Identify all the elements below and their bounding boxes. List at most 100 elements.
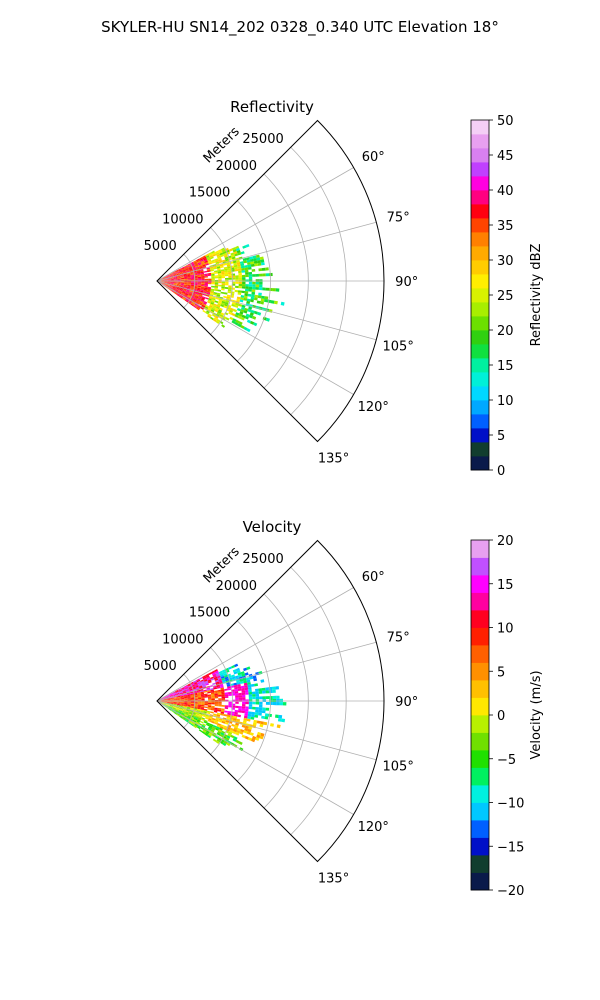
data-cell bbox=[163, 702, 167, 704]
data-cell bbox=[194, 703, 198, 705]
data-cell bbox=[209, 715, 213, 718]
data-cell bbox=[180, 701, 185, 703]
data-cell bbox=[201, 296, 206, 299]
data-cell bbox=[175, 270, 179, 273]
data-cell bbox=[216, 292, 221, 295]
data-cell bbox=[213, 293, 217, 296]
colorbar-segment bbox=[471, 627, 489, 646]
data-cell bbox=[218, 309, 223, 313]
data-cell bbox=[265, 317, 270, 322]
data-cell bbox=[175, 691, 180, 694]
data-cell bbox=[245, 274, 249, 278]
data-cell bbox=[228, 666, 232, 670]
data-cell bbox=[256, 720, 261, 724]
data-cell bbox=[163, 704, 167, 706]
data-cell bbox=[180, 697, 184, 699]
data-cell bbox=[217, 271, 222, 274]
data-cell bbox=[166, 284, 170, 286]
data-cell bbox=[160, 701, 164, 702]
data-cell bbox=[247, 728, 252, 733]
data-cell bbox=[217, 730, 222, 734]
data-cell bbox=[195, 714, 199, 717]
data-cell bbox=[184, 702, 188, 703]
data-cell bbox=[184, 698, 188, 700]
data-cell bbox=[198, 684, 203, 687]
data-cell bbox=[189, 269, 193, 272]
data-cell bbox=[269, 699, 273, 702]
data-cell bbox=[231, 301, 236, 305]
data-cell bbox=[196, 300, 200, 303]
data-cell bbox=[213, 710, 218, 713]
data-cell bbox=[174, 291, 178, 295]
data-cell bbox=[184, 279, 188, 281]
data-cell bbox=[210, 676, 214, 680]
colorbar-segment bbox=[471, 575, 489, 593]
data-cell bbox=[183, 705, 188, 707]
data-cell bbox=[194, 696, 198, 698]
data-cell bbox=[172, 271, 176, 274]
data-cell bbox=[221, 272, 225, 275]
data-cell bbox=[182, 291, 186, 293]
data-cell bbox=[182, 710, 186, 713]
data-cell bbox=[167, 697, 171, 699]
data-cell bbox=[206, 310, 210, 314]
data-cell bbox=[211, 697, 215, 699]
data-cell bbox=[180, 276, 184, 278]
data-cell bbox=[247, 262, 251, 265]
data-cell bbox=[224, 254, 228, 258]
data-cell bbox=[222, 315, 227, 319]
colorbar-tick-label: 15 bbox=[497, 359, 514, 374]
data-cell bbox=[264, 713, 269, 717]
colorbar-segment bbox=[471, 442, 489, 457]
data-cell bbox=[176, 288, 180, 290]
data-cell bbox=[216, 253, 221, 257]
data-cell bbox=[213, 713, 217, 716]
data-cell bbox=[200, 709, 204, 712]
data-cell bbox=[180, 278, 185, 280]
data-cell bbox=[226, 294, 231, 298]
data-cell bbox=[207, 679, 212, 682]
data-cell bbox=[168, 708, 172, 711]
data-cell bbox=[214, 709, 218, 712]
data-cell bbox=[237, 672, 242, 676]
data-cell bbox=[198, 296, 202, 299]
data-cell bbox=[207, 270, 211, 273]
data-cell bbox=[276, 724, 281, 729]
data-cell bbox=[235, 693, 239, 696]
data-cell bbox=[205, 675, 210, 678]
data-cell bbox=[233, 728, 237, 733]
data-cell bbox=[224, 696, 229, 698]
colorbar-tick-label: 25 bbox=[497, 289, 514, 304]
data-cell bbox=[163, 283, 167, 285]
data-cell bbox=[184, 282, 188, 284]
data-cell bbox=[272, 288, 276, 292]
data-cell bbox=[173, 284, 178, 286]
data-cell bbox=[188, 294, 192, 297]
data-cell bbox=[183, 691, 187, 694]
data-cell bbox=[201, 277, 205, 280]
data-cell bbox=[180, 704, 184, 706]
data-cell bbox=[233, 718, 237, 721]
data-cell bbox=[184, 277, 188, 279]
data-cell bbox=[190, 697, 195, 699]
data-cell bbox=[232, 669, 237, 673]
data-cell bbox=[187, 702, 191, 704]
data-cell bbox=[214, 693, 218, 696]
data-cell bbox=[184, 697, 188, 699]
data-cell bbox=[224, 710, 228, 713]
data-cell bbox=[207, 299, 212, 303]
data-cell bbox=[197, 701, 202, 703]
data-cell bbox=[210, 316, 214, 321]
data-cell bbox=[221, 288, 225, 291]
data-cell bbox=[220, 713, 224, 716]
data-cell bbox=[183, 296, 187, 299]
data-cell bbox=[194, 699, 198, 701]
data-cell bbox=[194, 698, 198, 700]
data-cell bbox=[221, 302, 225, 306]
data-cell bbox=[228, 691, 232, 695]
data-cell bbox=[163, 701, 168, 703]
data-cell bbox=[176, 287, 180, 290]
data-cell bbox=[220, 269, 225, 272]
data-cell bbox=[259, 284, 263, 288]
data-cell bbox=[246, 731, 251, 735]
